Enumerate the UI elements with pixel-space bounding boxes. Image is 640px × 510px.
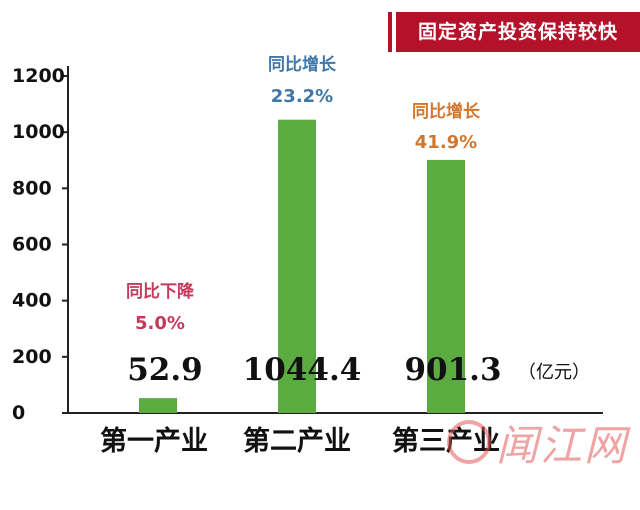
y-tick-label: 0 (12, 402, 25, 424)
bar-1 (139, 398, 177, 413)
annotation-value-1: 5.0% (135, 313, 185, 334)
annotation-value-2: 23.2% (271, 86, 333, 107)
chart-title: 固定资产投资保持较快 (418, 21, 619, 43)
y-tick-label: 400 (12, 290, 52, 312)
y-tick-label: 600 (12, 234, 52, 256)
value-label-1: 52.9 (127, 352, 203, 388)
bar-3 (427, 159, 465, 413)
watermark-logo-icon (447, 420, 491, 464)
bar-2 (278, 119, 316, 414)
y-tick-label: 1200 (12, 65, 65, 87)
category-label-2: 第二产业 (243, 425, 351, 457)
watermark-text: 闻江网 (496, 421, 629, 470)
category-label-1: 第一产业 (100, 425, 208, 457)
y-tick-label: 1000 (12, 121, 65, 143)
value-label-2: 1044.4 (243, 352, 362, 388)
annotation-label-2: 同比增长 (268, 54, 337, 75)
value-label-3: 901.3 (404, 352, 501, 388)
unit-label: （亿元） (518, 362, 590, 383)
title-banner: 固定资产投资保持较快 (392, 12, 640, 52)
y-tick-label: 200 (12, 346, 52, 368)
annotation-label-1: 同比下降 (126, 281, 195, 302)
annotation-value-3: 41.9% (415, 132, 477, 153)
annotation-label-3: 同比增长 (412, 101, 481, 122)
y-tick-label: 800 (12, 177, 52, 199)
